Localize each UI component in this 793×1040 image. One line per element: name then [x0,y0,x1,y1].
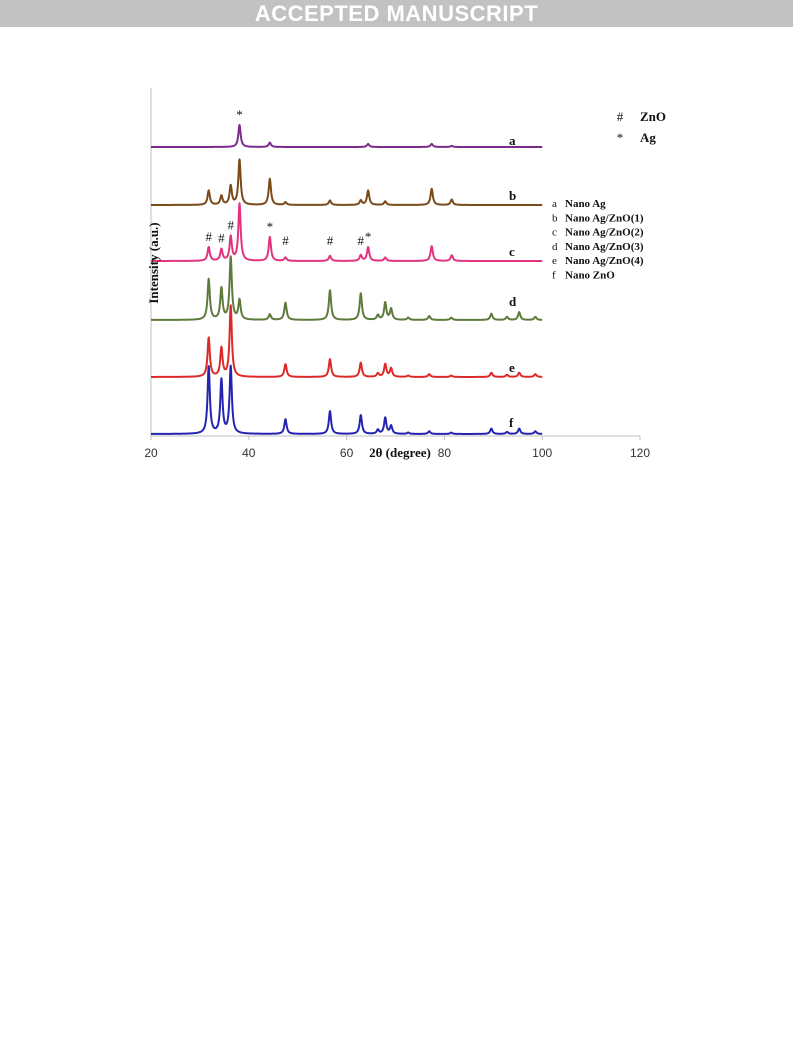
legend-series-letter: c [552,227,557,239]
curve-letter-a: a [509,133,516,148]
legend-series-name: Nano Ag [565,198,606,210]
series-line-c [150,202,543,262]
legend-label: ZnO [640,109,666,124]
x-axis-label: 2θ (degree) [369,445,431,460]
series-legend: a Nano Agb Nano Ag/ZnO(1)c Nano Ag/ZnO(2)d N… [552,198,644,282]
series-line-f [150,364,543,435]
legend-series-name: Nano Ag/ZnO(1) [565,212,644,224]
peak-marker: # [358,233,365,248]
peak-marker: # [327,233,334,248]
curve-letter-f: f [509,415,514,430]
peak-marker: # [227,217,234,232]
legend-label: Ag [640,130,656,145]
x-tick-label: 40 [242,446,256,460]
peak-marker: # [205,229,212,244]
symbol-legend: # ZnO * Ag [617,109,666,145]
legend-series-name: Nano Ag/ZnO(4) [565,255,644,267]
peak-marker: * [365,229,372,244]
legend-symbol: * [617,130,624,145]
legend-series-name: Nano Ag/ZnO(2) [565,227,644,239]
legend-series-letter: f [552,270,556,282]
peak-marker: * [267,219,274,234]
x-tick-label: 80 [438,446,452,460]
accepted-manuscript-banner: ACCEPTED MANUSCRIPT [0,0,793,27]
x-tick-label: 120 [630,446,650,460]
series-line-b [150,158,543,206]
x-tick-label: 100 [532,446,552,460]
series-line-e [150,304,543,378]
curve-letter-d: d [509,294,517,309]
legend-series-letter: e [552,255,557,267]
curve-letter-e: e [509,360,515,375]
legend-series-letter: b [552,212,558,224]
peak-marker: # [218,231,225,246]
legend-symbol: # [617,109,624,124]
curve-letter-c: c [509,244,515,259]
x-tick-label: 20 [144,446,158,460]
y-axis-label: Intensity (a.u.) [146,222,161,303]
legend-series-name: Nano Ag/ZnO(3) [565,241,644,253]
x-tick-label: 60 [340,446,354,460]
curve-letter-b: b [509,188,516,203]
peak-marker: * [236,107,243,122]
legend-series-letter: d [552,241,558,253]
series-line-a [150,123,543,148]
peak-marker: # [282,233,289,248]
legend-series-name: Nano ZnO [565,270,615,282]
legend-series-letter: a [552,198,557,210]
series-line-d [150,255,543,321]
